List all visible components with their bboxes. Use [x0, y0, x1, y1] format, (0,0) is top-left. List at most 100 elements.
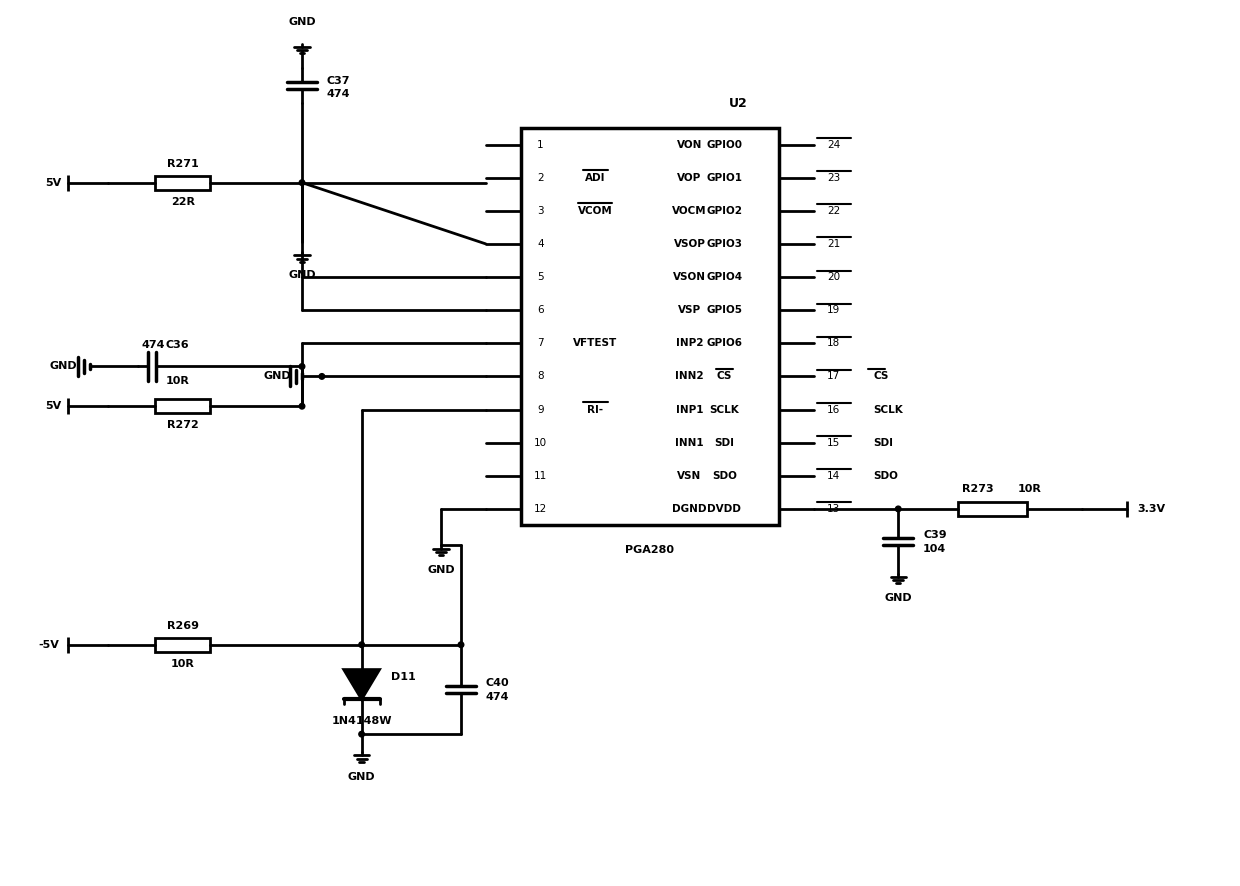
Text: VOP: VOP — [677, 173, 702, 183]
Circle shape — [319, 374, 325, 379]
Circle shape — [459, 642, 464, 648]
Circle shape — [299, 403, 305, 409]
Text: C40: C40 — [486, 679, 510, 688]
Text: 18: 18 — [827, 338, 841, 348]
Text: VSN: VSN — [677, 470, 702, 481]
Text: VOCM: VOCM — [672, 206, 707, 216]
Text: R273: R273 — [962, 484, 993, 494]
Text: C36: C36 — [166, 339, 190, 350]
Text: 24: 24 — [827, 140, 841, 150]
Text: GND: GND — [347, 772, 376, 781]
Text: 14: 14 — [827, 470, 841, 481]
Text: RI-: RI- — [587, 405, 603, 415]
Text: R272: R272 — [167, 420, 198, 430]
Text: 4: 4 — [537, 239, 544, 249]
Text: GPIO2: GPIO2 — [707, 206, 743, 216]
Text: 5V: 5V — [46, 177, 62, 188]
Text: GPIO5: GPIO5 — [707, 305, 743, 315]
Text: INN2: INN2 — [676, 371, 704, 381]
Bar — [521, 128, 779, 525]
Text: VON: VON — [677, 140, 702, 150]
Text: 5V: 5V — [46, 401, 62, 411]
Text: VSON: VSON — [673, 272, 706, 282]
Text: 15: 15 — [827, 438, 841, 447]
Text: DGND: DGND — [672, 504, 707, 514]
Text: D11: D11 — [392, 672, 417, 681]
Text: SDO: SDO — [873, 470, 898, 481]
Text: 22R: 22R — [171, 197, 195, 206]
Text: 19: 19 — [827, 305, 841, 315]
Circle shape — [299, 363, 305, 369]
Bar — [155, 638, 210, 652]
Text: GPIO3: GPIO3 — [707, 239, 743, 249]
Circle shape — [358, 731, 365, 737]
Text: VSP: VSP — [678, 305, 701, 315]
Text: 10R: 10R — [1018, 484, 1042, 494]
Text: 9: 9 — [537, 405, 544, 415]
Text: C39: C39 — [923, 530, 946, 540]
Text: 5: 5 — [537, 272, 544, 282]
Circle shape — [358, 642, 365, 648]
Text: GPIO0: GPIO0 — [707, 140, 743, 150]
Text: 22: 22 — [827, 206, 841, 216]
Text: GPIO1: GPIO1 — [707, 173, 743, 183]
Text: CS: CS — [873, 371, 889, 381]
Text: 10R: 10R — [171, 658, 195, 669]
Polygon shape — [343, 670, 379, 699]
Text: 1N4148W: 1N4148W — [331, 716, 392, 727]
Text: U2: U2 — [729, 97, 748, 110]
Text: SCLK: SCLK — [873, 405, 903, 415]
Bar — [155, 175, 210, 190]
Text: 2: 2 — [537, 173, 544, 183]
Circle shape — [299, 180, 305, 185]
Text: 11: 11 — [534, 470, 547, 481]
Text: 474: 474 — [141, 339, 165, 350]
Text: SDI: SDI — [873, 438, 893, 447]
Text: 6: 6 — [537, 305, 544, 315]
Text: 20: 20 — [827, 272, 841, 282]
Text: INP1: INP1 — [676, 405, 703, 415]
Text: SDI: SDI — [714, 438, 734, 447]
Text: PGA280: PGA280 — [625, 545, 675, 556]
Text: 16: 16 — [827, 405, 841, 415]
Text: GND: GND — [263, 371, 291, 381]
Text: 17: 17 — [827, 371, 841, 381]
Text: R271: R271 — [167, 159, 198, 168]
Text: R269: R269 — [166, 621, 198, 631]
Text: 10R: 10R — [166, 377, 190, 386]
Text: 104: 104 — [923, 544, 946, 554]
Text: -5V: -5V — [38, 640, 60, 649]
Text: 10: 10 — [534, 438, 547, 447]
Text: 21: 21 — [827, 239, 841, 249]
Text: GPIO6: GPIO6 — [707, 338, 743, 348]
Text: VCOM: VCOM — [578, 206, 613, 216]
Text: DVDD: DVDD — [707, 504, 742, 514]
Circle shape — [895, 506, 901, 512]
Text: C37: C37 — [327, 76, 351, 86]
Text: ADI: ADI — [585, 173, 605, 183]
Text: 3: 3 — [537, 206, 544, 216]
Text: VFTEST: VFTEST — [573, 338, 618, 348]
Text: SCLK: SCLK — [709, 405, 739, 415]
Text: CS: CS — [717, 371, 732, 381]
Text: 3.3V: 3.3V — [1137, 504, 1166, 514]
Text: GPIO4: GPIO4 — [707, 272, 743, 282]
Text: 8: 8 — [537, 371, 544, 381]
Text: GND: GND — [288, 270, 316, 280]
Bar — [155, 400, 210, 413]
Text: INP2: INP2 — [676, 338, 703, 348]
Text: GND: GND — [288, 17, 316, 27]
Text: GND: GND — [884, 594, 913, 603]
Text: SDO: SDO — [712, 470, 737, 481]
Text: GND: GND — [428, 565, 455, 575]
Text: 12: 12 — [534, 504, 547, 514]
Text: GND: GND — [50, 361, 77, 371]
Text: 474: 474 — [327, 89, 351, 98]
Text: 13: 13 — [827, 504, 841, 514]
Text: 23: 23 — [827, 173, 841, 183]
Text: 1: 1 — [537, 140, 544, 150]
Text: VSOP: VSOP — [673, 239, 706, 249]
Text: 474: 474 — [486, 692, 510, 703]
Bar — [957, 502, 1028, 516]
Text: INN1: INN1 — [676, 438, 704, 447]
